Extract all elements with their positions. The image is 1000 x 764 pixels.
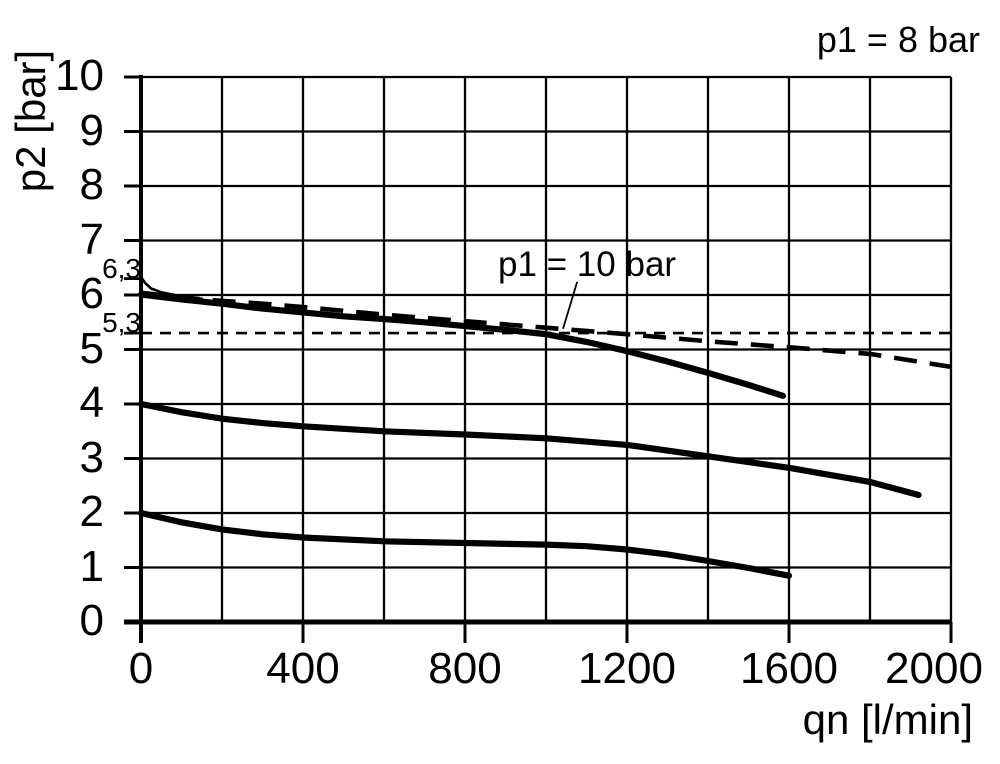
x-axis-title: qn [l/min] <box>802 696 973 743</box>
x-tick-label: 800 <box>428 644 502 693</box>
y-tick-label: 4 <box>79 378 104 427</box>
y-special-label: 5,3 <box>102 307 141 339</box>
p1-10bar-annotation: p1 = 10 bar <box>498 245 677 284</box>
y-tick-label: 9 <box>79 105 104 155</box>
x-tick-label: 2000 <box>885 644 983 693</box>
y-special-label: 6,3 <box>102 252 141 284</box>
y-tick-label: 7 <box>79 214 104 264</box>
y-tick-label: 1 <box>79 541 104 591</box>
x-tick-label: 1200 <box>578 644 676 693</box>
curve-p2-2bar <box>137 509 793 579</box>
p1-8bar-condition-label: p1 = 8 bar <box>816 19 980 60</box>
y-tick-label: 10 <box>55 51 104 100</box>
x-tick-label: 0 <box>128 644 154 693</box>
y-tick-label: 0 <box>79 596 104 645</box>
y-tick-label: 5 <box>79 323 104 373</box>
y-tick-label: 8 <box>79 160 104 209</box>
x-tick-label: 400 <box>266 644 340 693</box>
y-tick-label: 2 <box>79 487 104 536</box>
y-tick-label: 3 <box>79 432 104 482</box>
curve-p2-6bar <box>137 291 786 399</box>
curve-p2-4bar <box>137 400 922 499</box>
y-tick-label: 6 <box>79 269 104 318</box>
curve-p1-10bar <box>140 290 952 370</box>
x-tick-label: 1600 <box>740 644 838 693</box>
annotation-leader-line <box>562 281 579 330</box>
y-axis-title: p2 [bar] <box>7 49 54 193</box>
